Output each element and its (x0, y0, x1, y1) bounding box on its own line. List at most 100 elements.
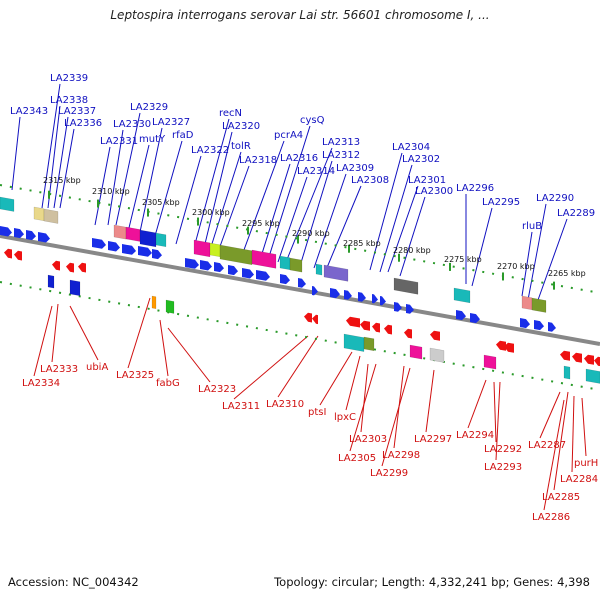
reverse-label-leader (493, 381, 497, 443)
reverse-gene-label: LA2323 (198, 384, 236, 395)
reverse-gene-label: LA2286 (532, 512, 570, 523)
kbp-tick-label: 2270 kbp (497, 262, 535, 271)
forward-gene-label: LA2313 (322, 137, 360, 148)
forward-gene-label: LA2318 (239, 155, 277, 166)
gene-features (0, 196, 600, 384)
homology-block (43, 208, 59, 224)
forward-gene-label: recN (219, 108, 242, 119)
forward-gene-label: rfaD (172, 130, 194, 141)
forward-gene-label: LA2304 (392, 142, 430, 153)
reverse-track-guide (0, 281, 600, 391)
forward-gene-label: LA2336 (64, 118, 102, 129)
forward-gene-arrow (214, 262, 224, 273)
forward-gene-arrow (534, 320, 544, 331)
reverse-label-leader (167, 327, 211, 383)
homology-block (0, 196, 15, 212)
reverse-gene-arrow (384, 324, 392, 335)
reverse-label-leader (159, 319, 169, 377)
homology-block (279, 255, 291, 271)
homology-block (139, 229, 157, 248)
reverse-gene-label: LA2303 (349, 434, 387, 445)
forward-gene-label: LA2295 (482, 197, 520, 208)
reverse-gene-arrow (14, 250, 22, 261)
forward-label-leader (471, 207, 493, 287)
forward-gene-label: tolR (231, 141, 251, 152)
forward-gene-arrow (406, 304, 414, 314)
reverse-gene-label: LA2293 (484, 462, 522, 473)
reverse-gene-arrow (4, 248, 12, 259)
reverse-gene-label: LA2334 (22, 378, 60, 389)
homology-block (343, 333, 365, 352)
homology-block (363, 336, 375, 352)
forward-gene-label: LA2337 (58, 106, 96, 117)
homology-block (209, 242, 221, 258)
forward-gene-label: LA2296 (456, 183, 494, 194)
reverse-gene-arrow (572, 352, 582, 363)
homology-block (429, 347, 445, 363)
label-leader-lines (11, 83, 587, 511)
reverse-gene-arrow (560, 350, 570, 361)
genome-stats-text: Topology: circular; Length: 4,332,241 bp… (274, 575, 590, 589)
reverse-gene-arrow (346, 316, 360, 328)
homology-block (155, 232, 167, 248)
reverse-gene-label: purH (574, 458, 598, 469)
forward-gene-arrow (358, 292, 366, 302)
reverse-gene-label: LA2284 (560, 474, 598, 485)
forward-label-leader (240, 140, 285, 259)
forward-gene-arrow (520, 318, 530, 329)
forward-label-leader (387, 185, 419, 273)
homology-block (409, 344, 423, 360)
homology-block (151, 295, 157, 310)
forward-gene-arrow (548, 322, 556, 332)
homology-block (453, 287, 471, 304)
forward-label-leader (107, 129, 124, 226)
forward-gene-label: LA2300 (415, 186, 453, 197)
reverse-gene-label: LA2299 (370, 468, 408, 479)
forward-label-leader (299, 160, 333, 267)
forward-label-leader (53, 116, 69, 209)
forward-gene-label: cysQ (300, 115, 325, 126)
forward-gene-arrow (122, 244, 136, 255)
kbp-tick-label: 2285 kbp (343, 239, 381, 248)
forward-gene-arrow (470, 313, 480, 324)
forward-gene-label: rluB (522, 221, 542, 232)
forward-gene-arrow (138, 246, 152, 257)
homology-block (251, 249, 277, 269)
forward-gene-arrow (280, 274, 290, 285)
reverse-label-leader (51, 303, 59, 363)
track-layer (0, 184, 600, 391)
forward-gene-label: LA2302 (402, 154, 440, 165)
reverse-label-leader (345, 355, 361, 411)
kbp-tick-label: 2280 kbp (393, 246, 431, 255)
forward-gene-arrow (456, 310, 466, 321)
homology-block (113, 224, 127, 240)
homology-block (585, 368, 600, 384)
reverse-gene-label: ptsI (308, 407, 326, 418)
forward-label-leader (194, 118, 230, 245)
forward-gene-label: LA2301 (408, 175, 446, 186)
kbp-tick-label: 2290 kbp (292, 229, 330, 238)
forward-gene-arrow (26, 230, 36, 241)
reverse-gene-arrow (504, 342, 514, 353)
reverse-gene-label: LA2298 (382, 450, 420, 461)
reverse-gene-arrow (52, 260, 60, 271)
reverse-gene-arrow (66, 262, 74, 273)
forward-gene-label: LA2320 (222, 121, 260, 132)
forward-gene-arrow (14, 228, 24, 239)
forward-gene-label: pcrA4 (274, 130, 303, 141)
forward-gene-label: LA2289 (557, 208, 595, 219)
reverse-gene-arrow (360, 320, 370, 331)
forward-gene-arrow (0, 226, 12, 237)
kbp-tick-label: 2305 kbp (142, 198, 180, 207)
forward-gene-label: LA2316 (280, 153, 318, 164)
reverse-label-leader (425, 369, 435, 433)
forward-gene-arrow (298, 278, 306, 288)
forward-gene-label: LA2331 (100, 136, 138, 147)
forward-gene-arrow (312, 286, 318, 296)
reverse-gene-label: LA2325 (116, 370, 154, 381)
reverse-gene-label: LA2305 (338, 453, 376, 464)
reverse-label-leader (571, 395, 575, 473)
forward-label-leader (127, 144, 150, 233)
reverse-gene-label: LA2287 (528, 440, 566, 451)
